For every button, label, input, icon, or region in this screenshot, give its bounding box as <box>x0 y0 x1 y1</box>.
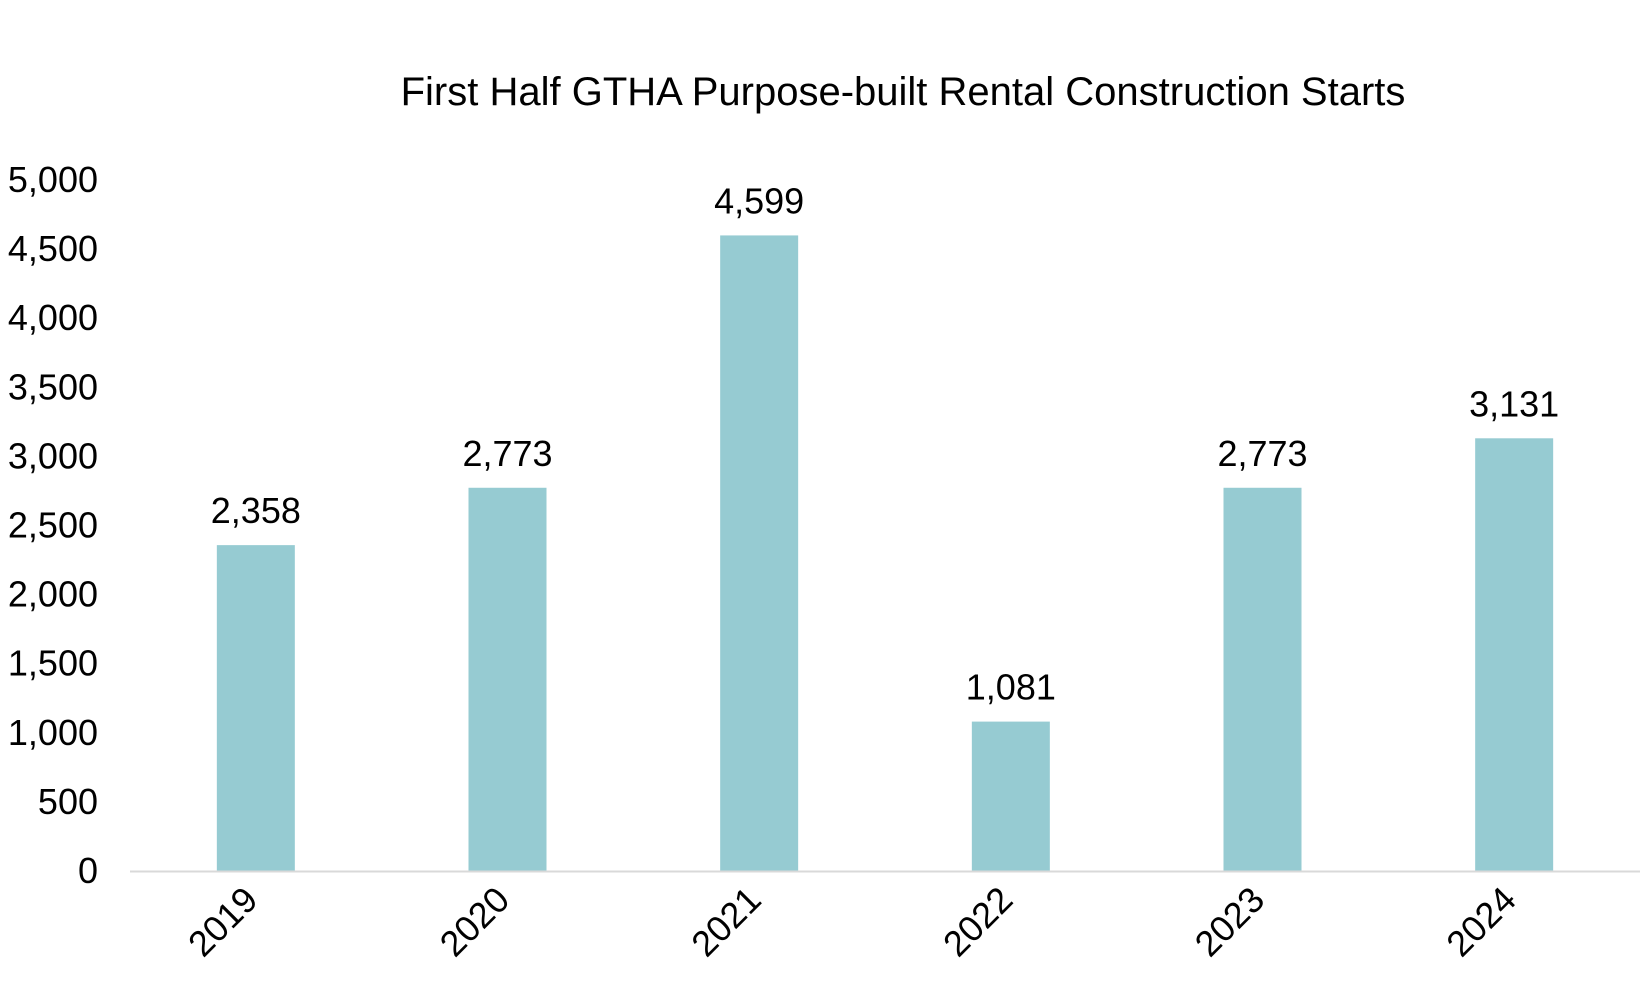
x-axis-ticks: 2019 2020 2021 2022 2023 2024 <box>180 879 1524 965</box>
data-label-2019: 2,358 <box>211 490 301 531</box>
chart-title: First Half GTHA Purpose-built Rental Con… <box>401 70 1406 114</box>
data-label-2021: 4,599 <box>714 180 804 221</box>
x-tick-label-2020: 2020 <box>432 879 518 965</box>
y-tick-label: 3,500 <box>8 366 98 407</box>
bar-2022 <box>971 721 1050 871</box>
y-tick-label: 2,000 <box>8 574 98 615</box>
y-tick-label: 1,500 <box>8 643 98 684</box>
x-tick-label-2024: 2024 <box>1438 879 1524 965</box>
data-label-2024: 3,131 <box>1469 383 1559 424</box>
bar-2024 <box>1475 438 1554 871</box>
y-tick-label: 500 <box>38 781 98 822</box>
data-label-2022: 1,081 <box>966 667 1056 708</box>
y-tick-label: 5,000 <box>8 159 98 200</box>
x-tick-label-2023: 2023 <box>1187 879 1273 965</box>
y-tick-label: 0 <box>78 850 98 891</box>
bar-2023 <box>1223 487 1302 871</box>
data-label-2023: 2,773 <box>1217 433 1307 474</box>
y-tick-label: 2,500 <box>8 505 98 546</box>
y-axis-ticks: 0 500 1,000 1,500 2,000 2,500 3,000 3,500 4,000 4… <box>8 159 98 891</box>
bars-group <box>216 235 1554 871</box>
x-tick-label-2022: 2022 <box>935 879 1021 965</box>
y-tick-label: 1,000 <box>8 712 98 753</box>
data-label-2020: 2,773 <box>462 433 552 474</box>
bar-2020 <box>468 487 547 871</box>
data-labels-group: 2,358 2,773 4,599 1,081 2,773 3,131 <box>211 180 1559 707</box>
bar-2019 <box>216 545 295 871</box>
y-tick-label: 4,000 <box>8 297 98 338</box>
x-tick-label-2021: 2021 <box>683 879 769 965</box>
bar-2021 <box>720 235 799 871</box>
y-tick-label: 4,500 <box>8 228 98 269</box>
x-tick-label-2019: 2019 <box>180 879 266 965</box>
y-tick-label: 3,000 <box>8 435 98 476</box>
